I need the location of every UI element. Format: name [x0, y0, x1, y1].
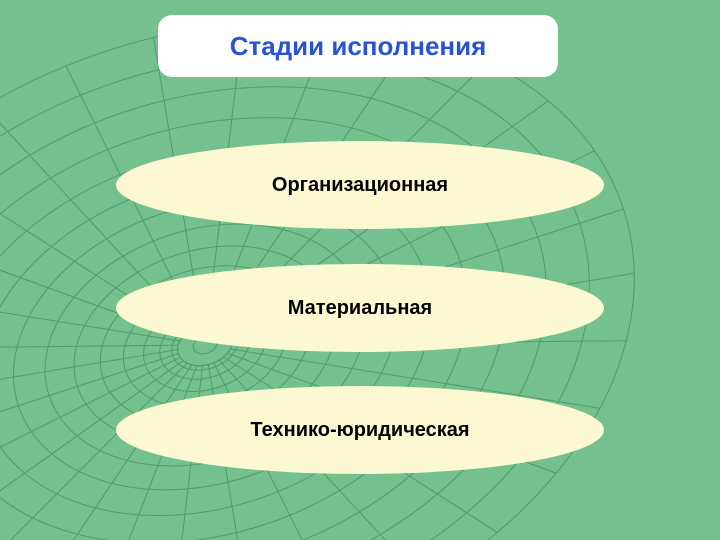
stage-ellipse-0: Организационная — [116, 141, 604, 229]
stage-label: Организационная — [272, 174, 448, 197]
title-text: Стадии исполнения — [230, 31, 487, 62]
stage-ellipse-1: Материальная — [116, 264, 604, 352]
stage-label: Материальная — [288, 297, 432, 320]
stage-ellipse-2: Технико-юридическая — [116, 386, 604, 474]
slide-canvas: Стадии исполнения Организационная Матери… — [0, 0, 720, 540]
title-box: Стадии исполнения — [158, 15, 558, 77]
stage-label: Технико-юридическая — [250, 419, 469, 442]
